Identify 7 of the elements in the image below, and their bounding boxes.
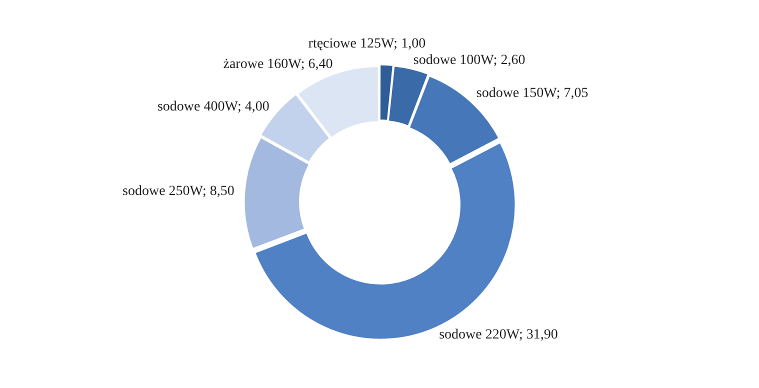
- slice-label: sodowe 100W; 2,60: [413, 53, 526, 68]
- slice-label: sodowe 220W; 31,90: [439, 327, 558, 342]
- slice-label: żarowe 160W; 6,40: [223, 56, 333, 72]
- slice-label: sodowe 150W; 7,05: [476, 86, 588, 102]
- slice-label: sodowe 400W; 4,00: [157, 100, 270, 115]
- slice-label: sodowe 250W; 8,50: [122, 184, 234, 200]
- slice-label: rtęciowe 125W; 1,00: [308, 36, 426, 52]
